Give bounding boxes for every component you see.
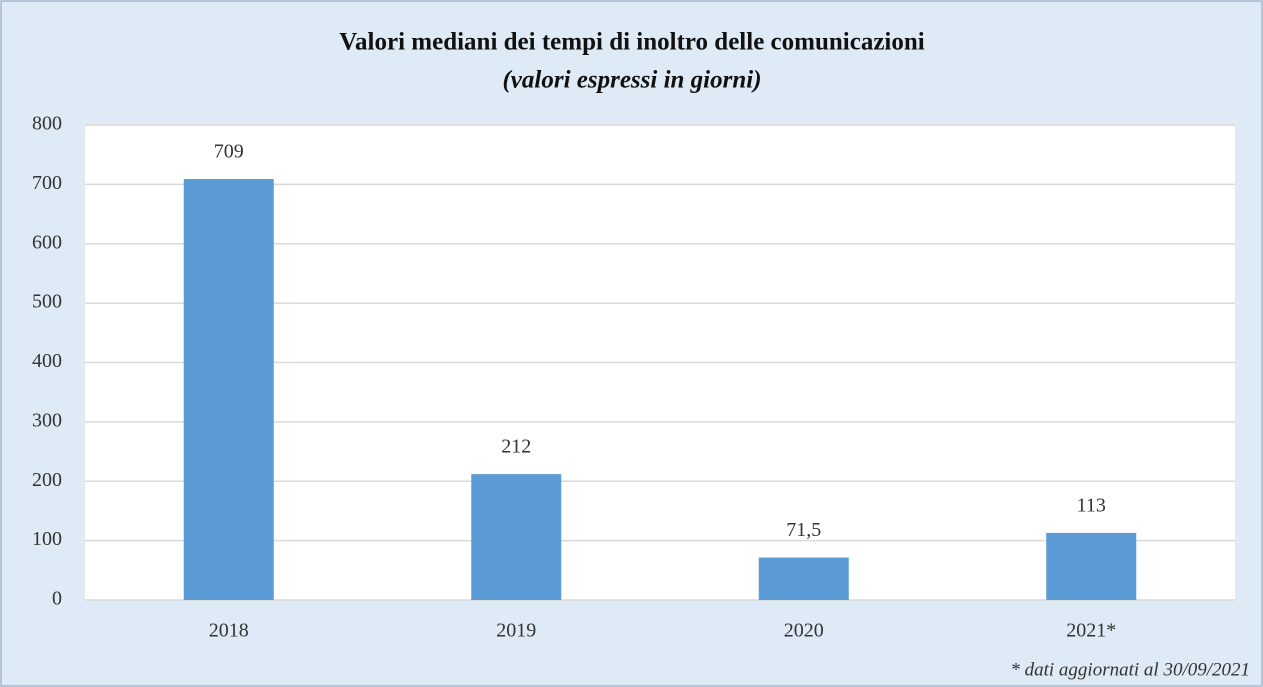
y-tick-label: 200 (32, 469, 62, 491)
y-tick-label: 500 (32, 291, 62, 313)
y-tick-label: 0 (52, 588, 62, 610)
value-label: 709 (214, 141, 244, 163)
x-tick-label: 2021* (1066, 620, 1116, 642)
value-label: 71,5 (786, 519, 821, 541)
y-tick-label: 100 (32, 528, 62, 550)
bar (183, 179, 274, 600)
y-tick-label: 300 (32, 409, 62, 431)
chart-title: Valori mediani dei tempi di inoltro dell… (339, 29, 924, 56)
bar (471, 474, 562, 600)
bar (758, 557, 849, 600)
y-tick-label: 600 (32, 231, 62, 253)
value-label: 212 (501, 436, 531, 458)
chart-subtitle: (valori espressi in giorni) (502, 67, 761, 94)
bar (1046, 532, 1137, 600)
x-tick-label: 2019 (496, 620, 536, 642)
footnote: * dati aggiornati al 30/09/2021 (1010, 659, 1250, 680)
y-tick-label: 700 (32, 172, 62, 194)
x-tick-label: 2020 (784, 620, 824, 642)
x-tick-label: 2018 (209, 620, 249, 642)
y-tick-label: 800 (32, 113, 62, 135)
value-label: 113 (1077, 495, 1106, 517)
y-tick-label: 400 (32, 350, 62, 372)
